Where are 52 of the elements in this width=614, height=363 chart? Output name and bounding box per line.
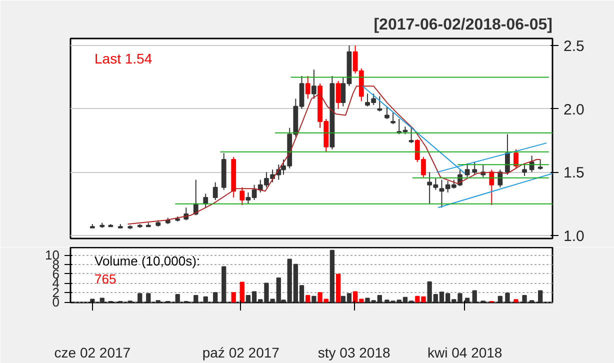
bar [203, 296, 208, 302]
chart-subtitle: [2017-06-02/2018-06-05] [374, 16, 553, 34]
x-tick-label: kwi 04 2018 [428, 344, 502, 360]
bar [240, 282, 244, 302]
bar [213, 292, 218, 302]
y-tick-label: 2.0 [564, 101, 584, 118]
candlestick [377, 96, 382, 112]
bar [231, 292, 236, 302]
candlestick [464, 162, 470, 178]
candlestick [489, 169, 494, 206]
bar [505, 292, 510, 302]
candlestick [240, 186, 245, 206]
bar [538, 290, 543, 302]
bar [306, 294, 310, 302]
y-tick-label: 1.0 [564, 228, 584, 245]
candlestick [390, 112, 396, 125]
candlestick [514, 148, 518, 169]
candlestick [408, 127, 414, 144]
bar [100, 298, 104, 302]
bar [175, 294, 180, 302]
candlestick [305, 75, 310, 100]
candlestick [336, 80, 341, 110]
bar [336, 274, 341, 302]
bar [464, 298, 470, 302]
candlestick [311, 69, 316, 100]
bar [514, 299, 518, 302]
bar [330, 250, 335, 302]
candlestick [384, 106, 390, 120]
y-tick-label: 1.5 [564, 164, 584, 182]
candlestick [212, 182, 218, 201]
bar [138, 293, 142, 302]
candlestick [505, 134, 510, 176]
line-series [127, 86, 541, 225]
annotation: Last 1.54 [94, 50, 152, 66]
bar [312, 296, 316, 302]
bar [472, 290, 477, 302]
y-tick-label: 2.5 [564, 38, 584, 56]
bar [498, 296, 502, 302]
annotation: 765 [94, 272, 116, 286]
x-tick-label: paź 02 2017 [202, 344, 280, 360]
candlestick [203, 193, 208, 208]
bar [90, 298, 95, 302]
bar [222, 266, 226, 302]
bar [146, 293, 151, 302]
candlestick [472, 162, 478, 176]
bar [194, 294, 198, 302]
x-tick-label: cze 02 2017 [54, 344, 131, 360]
bar [522, 294, 527, 302]
x-tick-label: sty 03 2018 [318, 344, 391, 360]
annotation: Volume (10,000s): [94, 254, 200, 268]
candlestick [538, 159, 543, 170]
candlestick [522, 162, 527, 176]
